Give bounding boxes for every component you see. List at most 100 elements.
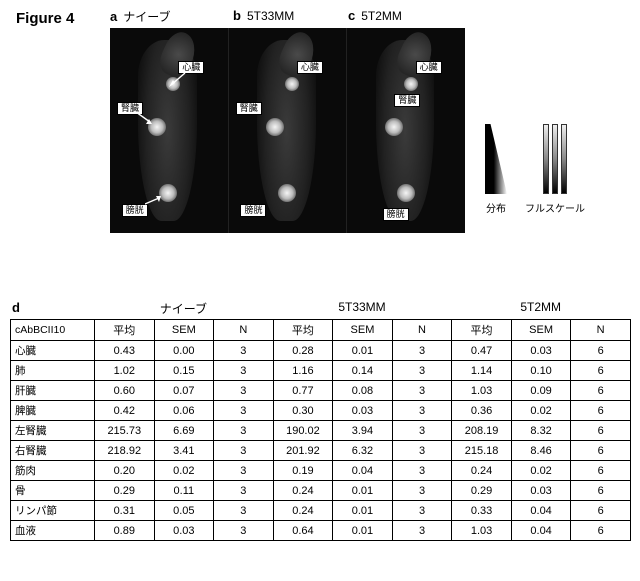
tag-heart: 心臓 [178, 61, 204, 74]
cell: 6 [571, 441, 631, 461]
cell: 0.05 [154, 501, 214, 521]
panel-label-c: 5T2MM [361, 9, 402, 23]
data-table: cAbBCII10 平均 SEM N 平均 SEM N 平均 SEM N 心臓0… [10, 319, 631, 541]
panel-header-row: a ナイーブ b 5T33MM c 5T2MM [110, 8, 463, 25]
subhead: 平均 [273, 320, 333, 341]
cell: 3 [392, 361, 452, 381]
cell: 0.42 [95, 401, 155, 421]
cell: 0.01 [333, 501, 393, 521]
row-label: 肝臓 [11, 381, 95, 401]
cell: 1.14 [452, 361, 512, 381]
cell: 6 [571, 341, 631, 361]
cell: 0.20 [95, 461, 155, 481]
cell: 0.15 [154, 361, 214, 381]
cell: 0.29 [452, 481, 512, 501]
cell: 0.02 [511, 461, 571, 481]
table-row: 左腎臓215.736.693190.023.943208.198.326 [11, 421, 631, 441]
cell: 0.29 [95, 481, 155, 501]
subhead: N [392, 320, 452, 341]
cell: 190.02 [273, 421, 333, 441]
cell: 3 [392, 461, 452, 481]
cell: 8.32 [511, 421, 571, 441]
cell: 0.11 [154, 481, 214, 501]
cell: 0.04 [511, 521, 571, 541]
cell: 3.41 [154, 441, 214, 461]
cell: 3 [214, 361, 274, 381]
cell: 215.18 [452, 441, 512, 461]
table-row: 筋肉0.200.0230.190.0430.240.026 [11, 461, 631, 481]
cell: 6 [571, 521, 631, 541]
panel-letter-c: c [348, 8, 355, 23]
tag-bladder: 膀胱 [122, 204, 148, 217]
table-row: 脾臓0.420.0630.300.0330.360.026 [11, 401, 631, 421]
cell: 8.46 [511, 441, 571, 461]
cell: 0.77 [273, 381, 333, 401]
panel-label-a: ナイーブ [123, 8, 170, 25]
cell: 1.02 [95, 361, 155, 381]
cell: 0.09 [511, 381, 571, 401]
cell: 6 [571, 401, 631, 421]
cell: 1.03 [452, 521, 512, 541]
legend-fullscale: フルスケール [525, 200, 585, 215]
legend-distribution: 分布 [485, 200, 507, 215]
cell: 6 [571, 501, 631, 521]
cell: 0.31 [95, 501, 155, 521]
cell: 218.92 [95, 441, 155, 461]
row-label: リンパ節 [11, 501, 95, 521]
cell: 0.07 [154, 381, 214, 401]
cell: 0.24 [452, 461, 512, 481]
cell: 0.00 [154, 341, 214, 361]
cell: 6 [571, 381, 631, 401]
fullscale-icon [525, 124, 585, 194]
table-row: 右腎臓218.923.413201.926.323215.188.466 [11, 441, 631, 461]
cell: 6 [571, 481, 631, 501]
cell: 0.24 [273, 501, 333, 521]
cell: 6.69 [154, 421, 214, 441]
tag-bladder: 膀胱 [240, 204, 266, 217]
group-label-1: 5T33MM [273, 300, 452, 317]
scan-images: 心臓 腎臓 膀胱 心臓 腎臓 膀胱 心臓 腎臓 膀胱 [110, 28, 465, 233]
cell: 0.36 [452, 401, 512, 421]
group-label-0: ナイーブ [94, 300, 273, 317]
group-label-2: 5T2MM [451, 300, 630, 317]
table-d: d ナイーブ 5T33MM 5T2MM cAbBCII10 平均 SEM N 平… [10, 300, 630, 541]
cell: 3 [392, 381, 452, 401]
distribution-icon [485, 124, 507, 194]
cell: 0.60 [95, 381, 155, 401]
cell: 3 [392, 401, 452, 421]
panel-letter-b: b [233, 8, 241, 23]
scale-legend: 分布 フルスケール [485, 95, 625, 215]
cell: 3.94 [333, 421, 393, 441]
arrow-icon [136, 112, 154, 126]
cell: 0.03 [511, 481, 571, 501]
cell: 0.04 [333, 461, 393, 481]
cell: 3 [214, 461, 274, 481]
scan-c: 心臓 腎臓 膀胱 [347, 28, 465, 233]
cell: 0.01 [333, 521, 393, 541]
cell: 0.64 [273, 521, 333, 541]
cell: 0.02 [154, 461, 214, 481]
scan-a: 心臓 腎臓 膀胱 [110, 28, 229, 233]
row-label: 筋肉 [11, 461, 95, 481]
cell: 3 [392, 501, 452, 521]
table-header-row: cAbBCII10 平均 SEM N 平均 SEM N 平均 SEM N [11, 320, 631, 341]
row-header: cAbBCII10 [11, 320, 95, 341]
subhead: N [571, 320, 631, 341]
cell: 3 [392, 441, 452, 461]
cell: 0.89 [95, 521, 155, 541]
cell: 3 [392, 421, 452, 441]
panel-letter-d: d [10, 300, 94, 317]
cell: 3 [214, 401, 274, 421]
cell: 201.92 [273, 441, 333, 461]
cell: 0.02 [511, 401, 571, 421]
cell: 3 [214, 481, 274, 501]
arrow-icon [145, 196, 163, 206]
subhead: 平均 [95, 320, 155, 341]
row-label: 血液 [11, 521, 95, 541]
subhead: SEM [333, 320, 393, 341]
cell: 6.32 [333, 441, 393, 461]
cell: 0.10 [511, 361, 571, 381]
scan-b: 心臓 腎臓 膀胱 [229, 28, 348, 233]
cell: 1.03 [452, 381, 512, 401]
cell: 0.01 [333, 481, 393, 501]
